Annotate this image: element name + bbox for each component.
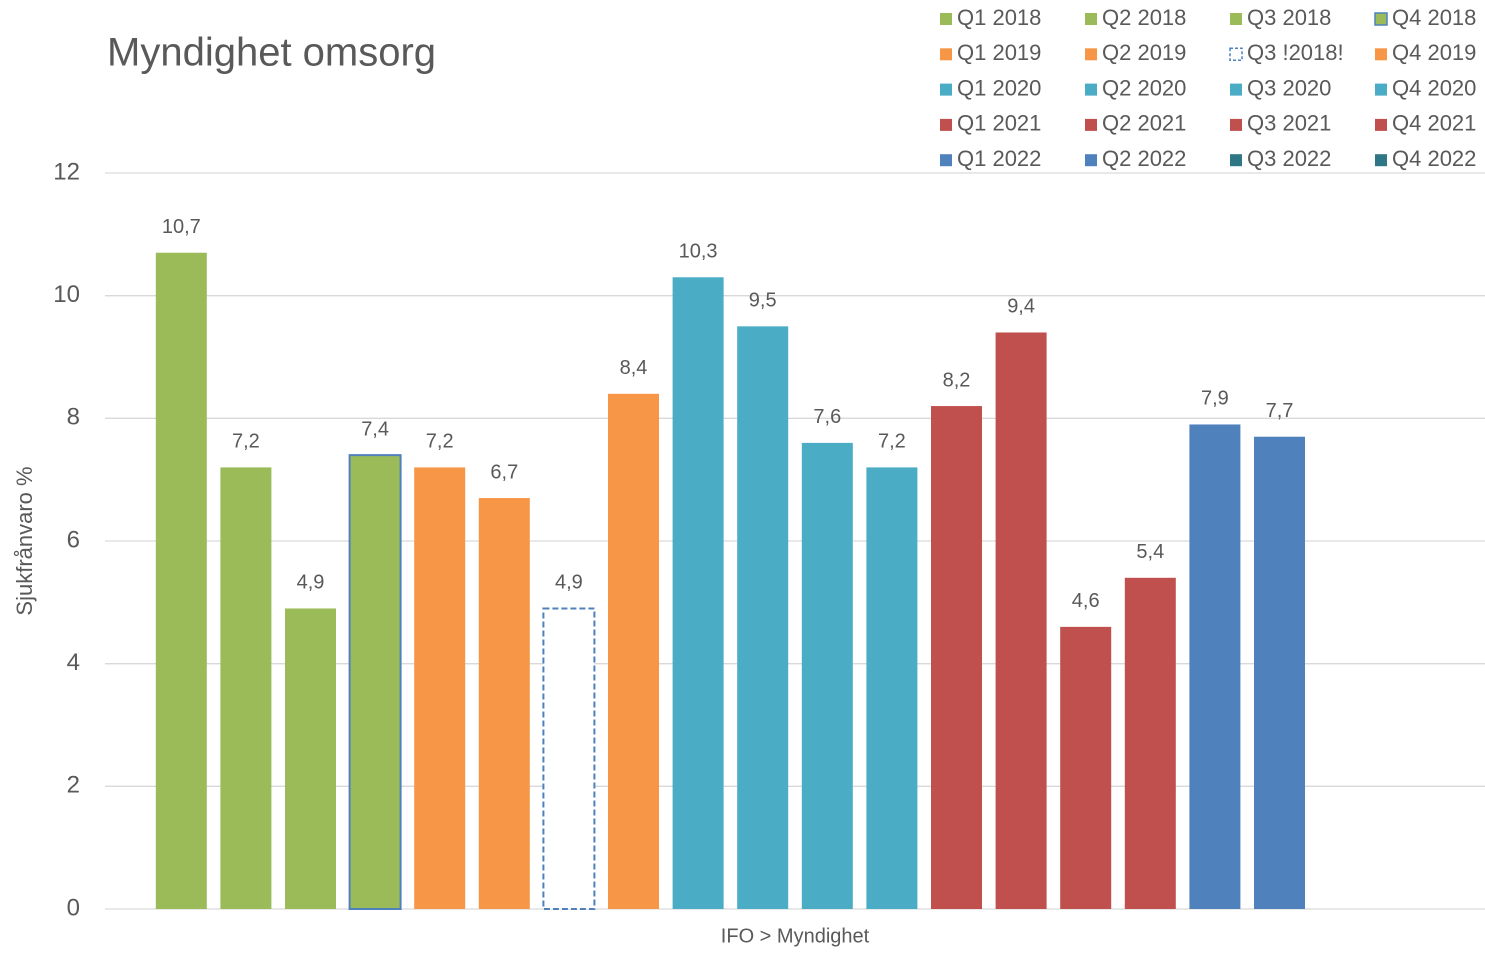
legend-swatch: [1375, 83, 1387, 96]
y-tick-label: 0: [67, 894, 80, 921]
legend-label: Q2 2018: [1102, 5, 1186, 30]
value-label: 7,4: [361, 418, 389, 440]
y-tick-label: 2: [67, 772, 80, 799]
bar: [1124, 577, 1176, 909]
bar: [1060, 626, 1112, 909]
value-label: 8,4: [620, 357, 648, 379]
y-tick-label: 10: [53, 281, 80, 308]
bar: [542, 607, 596, 910]
value-label: 8,2: [943, 369, 971, 391]
legend-label: Q2 2021: [1102, 111, 1186, 136]
bar: [478, 498, 530, 909]
bar: [220, 467, 272, 909]
bar: [866, 467, 918, 909]
legend-label: Q1 2019: [957, 40, 1041, 65]
y-tick-label: 12: [53, 158, 80, 185]
y-tick-label: 8: [67, 404, 80, 431]
value-label: 10,7: [162, 216, 201, 238]
bar: [672, 277, 724, 909]
value-label: 9,4: [1007, 296, 1035, 318]
y-tick-label: 6: [67, 526, 80, 553]
legend-label: Q2 2019: [1102, 40, 1186, 65]
legend-swatch: [940, 118, 952, 131]
legend-swatch: [1374, 12, 1388, 26]
legend-label: Q1 2018: [957, 5, 1041, 30]
legend-swatch: [1375, 154, 1387, 167]
legend-swatch: [940, 154, 952, 167]
legend-swatch: [1085, 154, 1097, 167]
legend-label: Q2 2020: [1102, 75, 1186, 100]
bar: [1254, 436, 1305, 909]
legend-swatch: [1085, 48, 1097, 61]
y-tick-label: 4: [67, 649, 80, 676]
bar: [1189, 424, 1241, 909]
legend-label: Q3 2022: [1247, 146, 1331, 171]
value-label: 9,5: [749, 290, 777, 312]
value-label: 7,2: [232, 431, 260, 453]
legend-swatch: [940, 48, 952, 61]
legend-swatch: [1085, 118, 1097, 131]
bar: [348, 454, 402, 910]
y-axis-label: Sjukfrånvaro %: [12, 466, 37, 615]
bar: [414, 467, 466, 909]
legend-label: Q3 !2018!: [1247, 40, 1344, 65]
legend-label: Q3 2018: [1247, 5, 1331, 30]
value-label: 7,2: [878, 431, 906, 453]
legend-label: Q4 2020: [1392, 75, 1476, 100]
value-label: 4,6: [1072, 590, 1100, 612]
bar: [608, 393, 659, 909]
value-label: 7,2: [426, 431, 454, 453]
legend-label: Q4 2022: [1392, 146, 1476, 171]
legend-swatch: [1230, 13, 1242, 25]
legend-swatch: [940, 13, 952, 25]
legend-swatch: [940, 83, 952, 96]
bar: [285, 608, 336, 909]
legend-swatch: [1085, 13, 1097, 25]
chart-title: Myndighet omsorg: [107, 31, 436, 75]
legend-swatch: [1375, 48, 1387, 61]
legend-label: Q4 2018: [1392, 5, 1476, 30]
legend-label: Q4 2019: [1392, 40, 1476, 65]
value-label: 4,9: [555, 572, 583, 594]
value-label: 10,3: [679, 241, 718, 263]
value-label: 7,7: [1266, 400, 1294, 422]
value-label: 7,9: [1201, 388, 1229, 410]
bar: [931, 406, 982, 909]
legend-label: Q1 2020: [957, 75, 1041, 100]
value-label: 5,4: [1136, 541, 1164, 563]
legend-label: Q1 2022: [957, 146, 1041, 171]
legend-label: Q3 2021: [1247, 111, 1331, 136]
bar: [801, 442, 853, 909]
value-label: 7,6: [813, 406, 841, 428]
legend-label: Q2 2022: [1102, 146, 1186, 171]
legend-swatch: [1230, 154, 1242, 167]
legend-swatch: [1230, 83, 1242, 96]
value-label: 6,7: [490, 461, 518, 483]
x-axis-label: IFO > Myndighet: [721, 925, 870, 947]
legend-label: Q3 2020: [1247, 75, 1331, 100]
legend-label: Q4 2021: [1392, 111, 1476, 136]
legend-swatch: [1229, 47, 1243, 62]
bar: [995, 332, 1047, 909]
bar: [737, 326, 789, 909]
value-label: 4,9: [297, 572, 325, 594]
bar: [155, 252, 207, 909]
legend-swatch: [1375, 118, 1387, 131]
legend-label: Q1 2021: [957, 111, 1041, 136]
legend-swatch: [1230, 118, 1242, 131]
legend-swatch: [1085, 83, 1097, 96]
